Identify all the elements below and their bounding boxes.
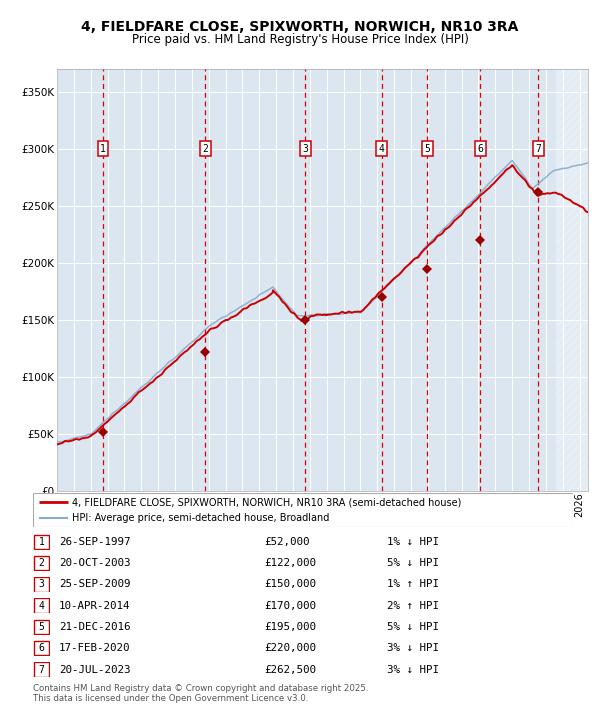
Text: 4, FIELDFARE CLOSE, SPIXWORTH, NORWICH, NR10 3RA (semi-detached house): 4, FIELDFARE CLOSE, SPIXWORTH, NORWICH, …: [72, 497, 461, 507]
Text: 6: 6: [38, 643, 44, 653]
FancyBboxPatch shape: [34, 641, 49, 655]
Text: 6: 6: [478, 144, 484, 154]
Text: 3: 3: [38, 579, 44, 589]
Text: 2% ↑ HPI: 2% ↑ HPI: [387, 601, 439, 611]
Text: 5% ↓ HPI: 5% ↓ HPI: [387, 622, 439, 632]
Text: HPI: Average price, semi-detached house, Broadland: HPI: Average price, semi-detached house,…: [72, 513, 329, 523]
Text: 17-FEB-2020: 17-FEB-2020: [59, 643, 130, 653]
Text: 20-OCT-2003: 20-OCT-2003: [59, 558, 130, 568]
Text: Contains HM Land Registry data © Crown copyright and database right 2025.
This d: Contains HM Land Registry data © Crown c…: [33, 684, 368, 703]
Text: £220,000: £220,000: [264, 643, 316, 653]
Text: 5: 5: [424, 144, 430, 154]
Text: 2: 2: [38, 558, 44, 568]
FancyBboxPatch shape: [34, 599, 49, 613]
Text: 3% ↓ HPI: 3% ↓ HPI: [387, 665, 439, 674]
Text: 1: 1: [38, 537, 44, 547]
Text: 4, FIELDFARE CLOSE, SPIXWORTH, NORWICH, NR10 3RA: 4, FIELDFARE CLOSE, SPIXWORTH, NORWICH, …: [82, 20, 518, 34]
FancyBboxPatch shape: [34, 620, 49, 634]
Text: 2: 2: [202, 144, 208, 154]
Text: 1% ↑ HPI: 1% ↑ HPI: [387, 579, 439, 589]
FancyBboxPatch shape: [34, 556, 49, 570]
Text: 5% ↓ HPI: 5% ↓ HPI: [387, 558, 439, 568]
Text: Price paid vs. HM Land Registry's House Price Index (HPI): Price paid vs. HM Land Registry's House …: [131, 33, 469, 46]
Text: 1% ↓ HPI: 1% ↓ HPI: [387, 537, 439, 547]
FancyBboxPatch shape: [34, 535, 49, 549]
Text: 1: 1: [100, 144, 106, 154]
Text: 4: 4: [379, 144, 385, 154]
Text: 26-SEP-1997: 26-SEP-1997: [59, 537, 130, 547]
Text: £262,500: £262,500: [264, 665, 316, 674]
Text: 5: 5: [38, 622, 44, 632]
Text: £122,000: £122,000: [264, 558, 316, 568]
Text: £170,000: £170,000: [264, 601, 316, 611]
Text: 21-DEC-2016: 21-DEC-2016: [59, 622, 130, 632]
FancyBboxPatch shape: [34, 577, 49, 591]
Text: 3% ↓ HPI: 3% ↓ HPI: [387, 643, 439, 653]
Text: 7: 7: [535, 144, 541, 154]
Bar: [556, 69, 588, 491]
Text: £195,000: £195,000: [264, 622, 316, 632]
Text: 25-SEP-2009: 25-SEP-2009: [59, 579, 130, 589]
Text: 7: 7: [38, 665, 44, 674]
Text: £52,000: £52,000: [264, 537, 310, 547]
Text: 20-JUL-2023: 20-JUL-2023: [59, 665, 130, 674]
FancyBboxPatch shape: [33, 493, 573, 527]
Text: 10-APR-2014: 10-APR-2014: [59, 601, 130, 611]
Text: £150,000: £150,000: [264, 579, 316, 589]
Text: 3: 3: [302, 144, 308, 154]
Text: 4: 4: [38, 601, 44, 611]
FancyBboxPatch shape: [34, 662, 49, 677]
